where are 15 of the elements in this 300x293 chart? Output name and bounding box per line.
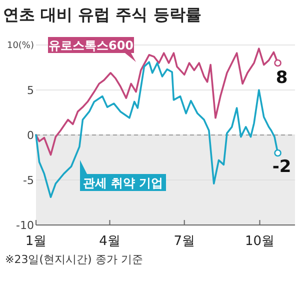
- x-tick-label: 4월: [99, 234, 120, 249]
- series-label: 관세 취약 기업: [82, 176, 164, 190]
- x-tick-label: 7월: [174, 234, 195, 249]
- x-tick-label: 1월: [25, 234, 47, 249]
- y-tick-label: -10: [16, 218, 34, 232]
- y-tick-label: 10(%): [6, 41, 34, 52]
- text: ※23일(현지시간) 종가 기준: [5, 253, 143, 266]
- y-tick-label: -5: [23, 174, 34, 187]
- y-tick-label: 0: [27, 128, 34, 142]
- annotation: -2: [272, 157, 292, 177]
- chart-title: 연초 대비 유럽 주식 등락률: [3, 5, 202, 24]
- y-tick-label: 5: [27, 84, 34, 97]
- x-tick-label: 10월: [244, 234, 275, 249]
- series-label: 유로스톡스600: [48, 38, 134, 52]
- annotation: 8: [276, 68, 288, 88]
